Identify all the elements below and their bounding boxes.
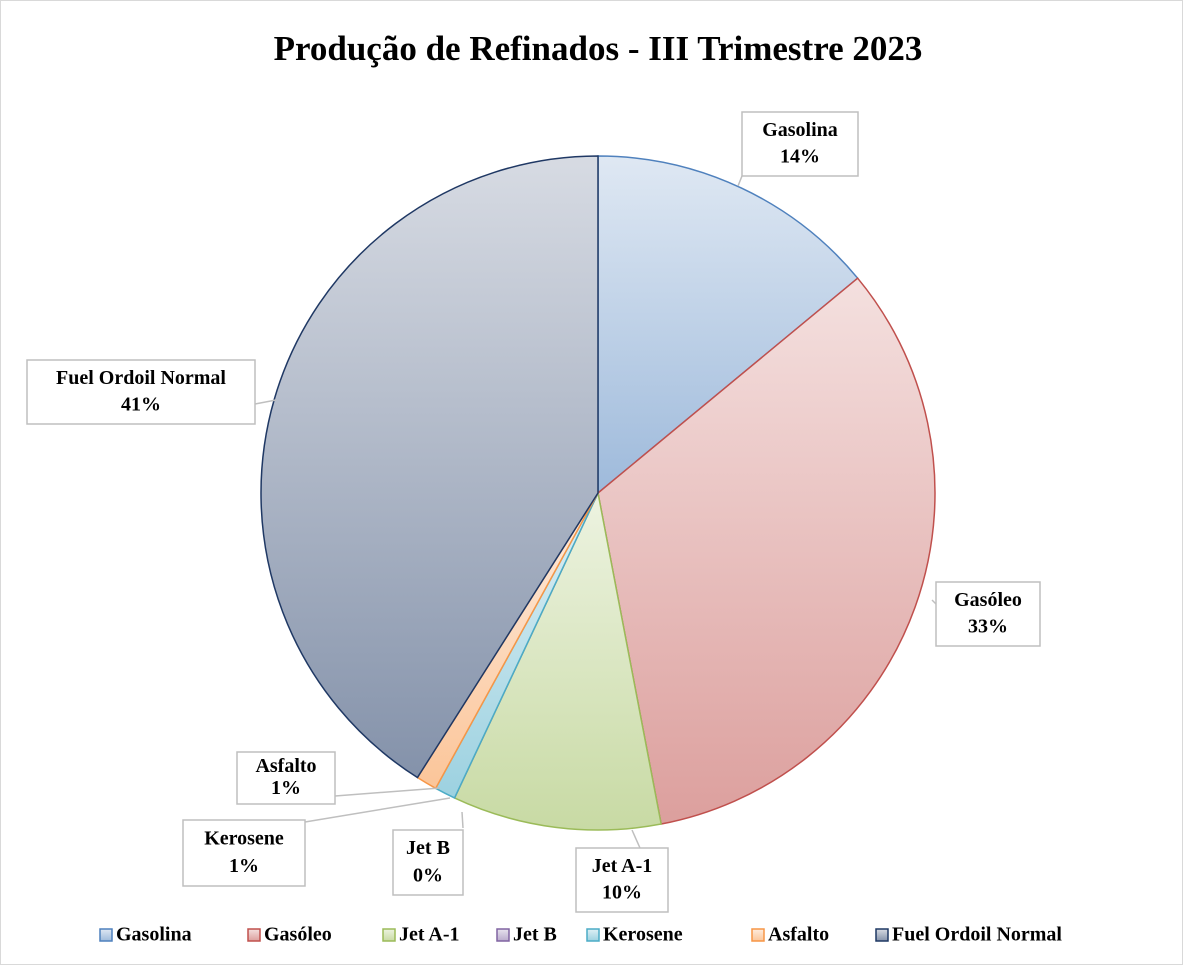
data-label-value: 1%	[271, 777, 301, 799]
data-label-name: Jet A-1	[592, 855, 653, 877]
data-label-name: Kerosene	[204, 827, 284, 849]
data-label-value: 10%	[602, 882, 642, 904]
data-label-value: 33%	[968, 616, 1008, 638]
data-label-value: 14%	[780, 146, 820, 168]
legend-marker	[247, 928, 261, 942]
data-label-name: Gasolina	[762, 119, 838, 141]
legend-marker	[875, 928, 889, 942]
legend-marker	[496, 928, 510, 942]
pie-slice	[597, 277, 936, 825]
data-label-value: 1%	[229, 855, 259, 877]
leader-line	[334, 787, 441, 797]
data-label-box	[741, 111, 859, 177]
legend-marker	[586, 928, 600, 942]
data-label-box	[236, 751, 336, 805]
data-label-name: Jet B	[406, 837, 450, 859]
leader-line	[631, 829, 641, 849]
legend-marker	[751, 928, 765, 942]
pie-slice	[260, 155, 599, 779]
data-label-name: Fuel Ordoil Normal	[56, 367, 226, 389]
data-label-box	[392, 829, 464, 896]
data-label-box	[575, 847, 669, 913]
data-label-value: 41%	[121, 394, 161, 416]
legend-label: Jet B	[513, 924, 557, 946]
legend-label: Asfalto	[768, 924, 829, 946]
pie-slice	[453, 490, 663, 831]
legend-label: Fuel Ordoil Normal	[892, 924, 1062, 946]
data-label-value: 0%	[413, 864, 443, 886]
data-label-box	[182, 819, 306, 887]
leader-line	[304, 797, 451, 823]
pie-slice	[597, 155, 859, 495]
leader-line	[461, 811, 464, 829]
leader-line	[254, 399, 277, 405]
legend-marker	[99, 928, 113, 942]
legend-marker	[382, 928, 396, 942]
legend-label: Gasolina	[116, 924, 192, 946]
legend-label: Jet A-1	[399, 924, 460, 946]
chart-title: Produção de Refinados - III Trimestre 20…	[274, 29, 923, 68]
legend-label: Gasóleo	[264, 924, 332, 946]
legend-label: Kerosene	[603, 924, 683, 946]
data-label-box	[26, 359, 256, 425]
leader-line	[737, 175, 743, 187]
data-label-name: Asfalto	[255, 755, 316, 777]
data-label-name: Gasóleo	[954, 589, 1022, 611]
data-label-box	[935, 581, 1041, 647]
